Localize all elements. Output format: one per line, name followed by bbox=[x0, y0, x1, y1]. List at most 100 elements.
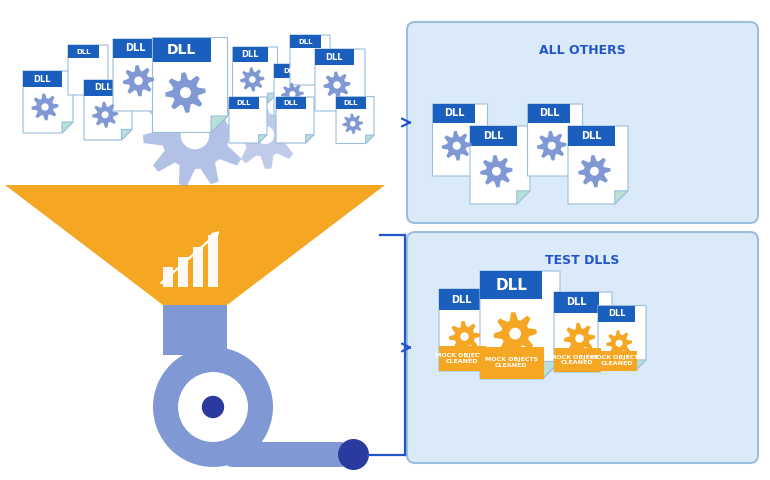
Text: DLL: DLL bbox=[581, 131, 601, 141]
Polygon shape bbox=[306, 134, 314, 143]
Circle shape bbox=[220, 442, 246, 467]
Bar bbox=[480, 347, 544, 379]
Polygon shape bbox=[231, 101, 299, 169]
Text: MOCK OBJECTS
CLEANED: MOCK OBJECTS CLEANED bbox=[550, 355, 603, 365]
Polygon shape bbox=[343, 113, 363, 134]
Circle shape bbox=[333, 81, 340, 89]
Polygon shape bbox=[84, 80, 132, 140]
Polygon shape bbox=[366, 135, 374, 144]
Circle shape bbox=[547, 142, 556, 150]
Polygon shape bbox=[442, 131, 471, 161]
Circle shape bbox=[178, 372, 248, 442]
Polygon shape bbox=[484, 358, 497, 371]
Bar bbox=[274, 64, 306, 77]
Bar bbox=[598, 305, 635, 323]
Circle shape bbox=[575, 334, 584, 343]
Polygon shape bbox=[259, 134, 267, 143]
Polygon shape bbox=[113, 39, 171, 111]
Text: TEST DLLS: TEST DLLS bbox=[545, 253, 620, 266]
Text: MOCK OBJECTS
CLEANED: MOCK OBJECTS CLEANED bbox=[590, 355, 643, 366]
Bar bbox=[113, 39, 159, 58]
Bar bbox=[163, 305, 227, 355]
Polygon shape bbox=[614, 191, 628, 204]
Text: MOCK OBJECTS
CLEANED: MOCK OBJECTS CLEANED bbox=[435, 353, 488, 364]
Text: DLL: DLL bbox=[241, 50, 259, 59]
Text: DLL: DLL bbox=[236, 100, 251, 106]
Polygon shape bbox=[276, 97, 314, 143]
Circle shape bbox=[460, 332, 469, 341]
Polygon shape bbox=[323, 72, 350, 98]
Text: DLL: DLL bbox=[567, 298, 587, 307]
Polygon shape bbox=[606, 330, 632, 356]
Text: DLL: DLL bbox=[451, 295, 472, 305]
Circle shape bbox=[290, 91, 296, 97]
Polygon shape bbox=[564, 323, 595, 354]
Polygon shape bbox=[290, 35, 330, 85]
Bar bbox=[233, 442, 343, 467]
Polygon shape bbox=[480, 271, 560, 379]
Polygon shape bbox=[494, 312, 537, 355]
Polygon shape bbox=[5, 185, 385, 305]
Polygon shape bbox=[68, 45, 108, 95]
Bar bbox=[439, 289, 484, 310]
Polygon shape bbox=[281, 83, 304, 106]
Text: DLL: DLL bbox=[94, 84, 112, 92]
FancyBboxPatch shape bbox=[407, 22, 758, 223]
Text: DLL: DLL bbox=[608, 310, 625, 318]
Polygon shape bbox=[598, 305, 646, 371]
Bar bbox=[276, 97, 306, 109]
Text: DLL: DLL bbox=[34, 74, 52, 84]
Polygon shape bbox=[152, 37, 227, 132]
Polygon shape bbox=[233, 47, 277, 103]
Circle shape bbox=[181, 121, 209, 149]
Polygon shape bbox=[449, 321, 480, 352]
Polygon shape bbox=[229, 97, 267, 143]
Polygon shape bbox=[354, 100, 365, 111]
Polygon shape bbox=[211, 116, 227, 132]
Bar bbox=[598, 351, 638, 371]
Polygon shape bbox=[599, 359, 612, 372]
Polygon shape bbox=[268, 93, 277, 103]
Circle shape bbox=[338, 439, 369, 470]
Circle shape bbox=[615, 340, 623, 347]
Polygon shape bbox=[23, 71, 73, 133]
Polygon shape bbox=[554, 292, 612, 372]
Polygon shape bbox=[122, 130, 132, 140]
Bar bbox=[315, 49, 354, 65]
Polygon shape bbox=[578, 155, 611, 187]
Text: DLL: DLL bbox=[495, 277, 527, 292]
Polygon shape bbox=[542, 361, 560, 379]
Circle shape bbox=[509, 328, 521, 339]
Polygon shape bbox=[99, 86, 108, 95]
Polygon shape bbox=[159, 98, 171, 111]
Bar bbox=[178, 257, 188, 287]
Text: DLL: DLL bbox=[126, 43, 146, 53]
Polygon shape bbox=[635, 360, 646, 371]
Polygon shape bbox=[470, 126, 530, 204]
Text: DLL: DLL bbox=[283, 100, 298, 106]
Text: DLL: DLL bbox=[298, 38, 313, 45]
Text: DLL: DLL bbox=[326, 53, 343, 61]
Bar bbox=[208, 235, 218, 287]
Bar bbox=[229, 97, 259, 109]
Bar bbox=[193, 247, 203, 287]
Circle shape bbox=[492, 167, 501, 176]
Polygon shape bbox=[92, 102, 118, 128]
Polygon shape bbox=[306, 107, 316, 116]
Polygon shape bbox=[166, 72, 206, 113]
Text: DLL: DLL bbox=[444, 108, 464, 119]
Circle shape bbox=[153, 347, 273, 467]
Bar bbox=[23, 71, 62, 87]
Polygon shape bbox=[433, 104, 487, 176]
Polygon shape bbox=[321, 76, 330, 85]
Text: ALL OTHERS: ALL OTHERS bbox=[539, 44, 626, 57]
Polygon shape bbox=[439, 289, 497, 371]
Bar bbox=[439, 347, 486, 371]
Polygon shape bbox=[480, 155, 513, 187]
Bar bbox=[554, 348, 601, 372]
Bar bbox=[470, 126, 517, 146]
Circle shape bbox=[134, 76, 142, 85]
Circle shape bbox=[42, 103, 49, 111]
Bar bbox=[163, 267, 173, 287]
Polygon shape bbox=[274, 64, 316, 116]
